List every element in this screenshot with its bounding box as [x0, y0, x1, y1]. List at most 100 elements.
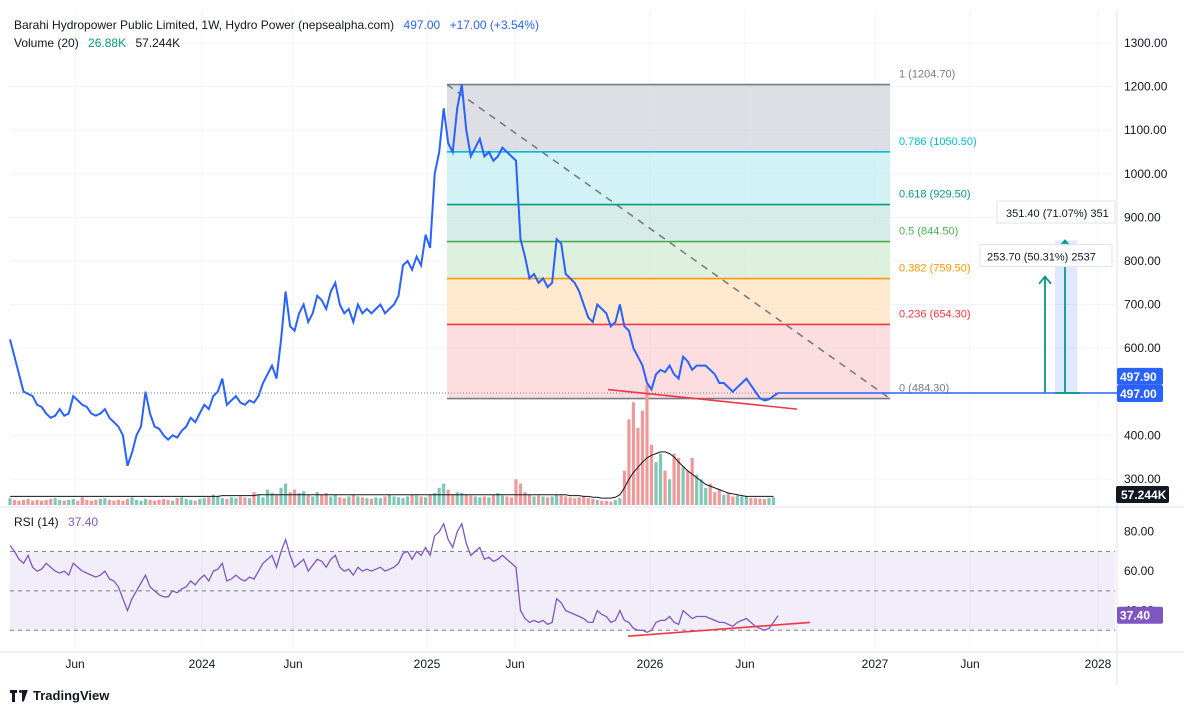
rsi-tick-label: 60.00 [1124, 564, 1154, 578]
volume-bar [478, 497, 482, 505]
volume-bar [744, 496, 748, 505]
crosshair-price-badge-bg [1117, 367, 1163, 385]
volume-bar [527, 494, 532, 505]
volume-bar [58, 499, 62, 505]
volume-bar [121, 500, 125, 505]
volume-bar [238, 496, 242, 505]
volume-bar [202, 498, 206, 505]
volume-bar [17, 500, 21, 505]
volume-label: Volume (20) [14, 36, 79, 50]
volume-bar [270, 493, 274, 505]
volume-bar [302, 491, 306, 505]
volume-bar [125, 499, 130, 505]
price-tick-label: 900.00 [1124, 210, 1161, 224]
fib-zone-0.5 [447, 241, 890, 279]
volume-bar [631, 402, 636, 505]
volume-bar [424, 497, 428, 505]
rsi-tick-label: 80.00 [1124, 525, 1154, 539]
volume-bar [351, 494, 355, 505]
volume-bar [76, 500, 80, 505]
volume-bar [44, 499, 48, 505]
volume-bar [8, 498, 12, 505]
volume-bar [229, 497, 233, 505]
volume-bar [256, 494, 261, 505]
price-tick-label: 1300.00 [1124, 36, 1168, 50]
volume-bar [107, 499, 111, 505]
volume-ma-badge: 57.244K [1121, 488, 1167, 502]
volume-bar [356, 496, 360, 505]
price-change: +17.00 (+3.54%) [449, 18, 539, 32]
volume-bar [369, 499, 374, 505]
volume-bar [546, 497, 550, 505]
volume-bar [695, 475, 699, 505]
volume-bar [762, 499, 767, 505]
fib-label-1: 1 (1204.70) [899, 69, 955, 81]
volume-bar [460, 493, 464, 505]
volume-bar [627, 419, 631, 505]
volume-bar [152, 500, 157, 505]
volume-bar [600, 500, 604, 505]
time-tick-label: 2027 [862, 657, 889, 671]
rsi-label: RSI (14) [14, 515, 59, 529]
fib-label-0.5: 0.5 (844.50) [899, 226, 958, 238]
volume-bar [500, 495, 505, 505]
volume-ma-value: 57.244K [135, 36, 181, 50]
volume-bar [35, 499, 39, 505]
volume-bar [433, 493, 437, 505]
volume-bar [455, 492, 459, 505]
volume-bar [523, 492, 527, 505]
last-price-badge: 497.00 [1120, 387, 1157, 401]
time-tick-label: 2026 [637, 657, 664, 671]
volume-bar [130, 497, 134, 505]
volume-bar [708, 483, 712, 505]
volume-bar [469, 495, 473, 505]
fib-zone-0.786 [447, 151, 890, 205]
symbol-title: Barahi Hydropower Public Limited, 1W, Hy… [14, 18, 395, 32]
volume-bar [193, 500, 197, 505]
time-tick-label: Jun [505, 657, 524, 671]
volume-bar [12, 499, 17, 505]
volume-bar [654, 462, 658, 505]
volume-bar [49, 499, 53, 505]
volume-bar [387, 494, 392, 505]
volume-bar [568, 497, 572, 505]
volume-bar [315, 492, 319, 505]
volume-bar [464, 494, 468, 505]
volume-bar [740, 496, 744, 505]
chart-header: Barahi Hydropower Public Limited, 1W, Hy… [14, 18, 545, 32]
volume-bar [392, 496, 396, 505]
volume-bar [591, 499, 595, 505]
volume-bar [658, 453, 663, 505]
volume-bar [555, 494, 559, 505]
volume-bar [306, 494, 310, 505]
volume-legend: Volume (20) 26.88K 57.244K [14, 36, 186, 50]
price-tick-label: 400.00 [1124, 428, 1161, 442]
volume-bar [247, 498, 252, 505]
volume-bar [604, 500, 608, 505]
volume-bar [297, 493, 301, 505]
volume-bar [541, 496, 545, 505]
volume-bar [184, 499, 188, 505]
volume-bar [690, 457, 694, 505]
rsi-value: 37.40 [68, 515, 99, 529]
rsi-line [9, 522, 779, 634]
fib-label-0.618: 0.618 (929.50) [899, 189, 971, 201]
fib-zone-0.236 [447, 324, 890, 399]
price-tick-label: 1200.00 [1124, 80, 1168, 94]
measure-label-1: 351.40 (71.07%) 351 [1006, 208, 1109, 220]
volume-bar [211, 494, 215, 505]
volume-bar [311, 496, 315, 505]
volume-bar [225, 499, 229, 505]
volume-bar [374, 497, 378, 505]
volume-bar [53, 498, 57, 505]
rsi-divergence-line [627, 621, 811, 637]
volume-bar [288, 492, 292, 505]
volume-bar [451, 494, 455, 505]
volume-bar [564, 496, 568, 505]
tradingview-brand[interactable]: TradingView [10, 688, 109, 703]
volume-bar [40, 500, 44, 505]
tradingview-label: TradingView [33, 688, 110, 703]
volume-bar [365, 498, 369, 505]
volume-bar [157, 499, 161, 505]
